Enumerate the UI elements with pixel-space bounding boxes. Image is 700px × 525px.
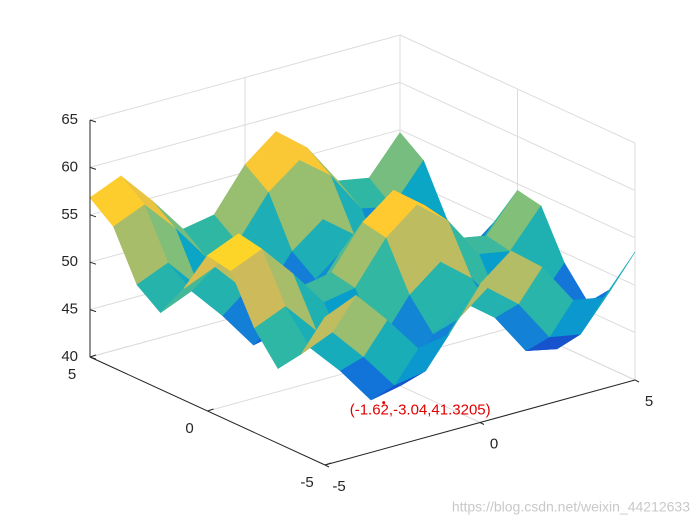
annotation-label: (-1.62,-3.04,41.3205) [350,402,491,419]
surface-patch [301,295,357,354]
z-tick [89,119,97,123]
x-tick [634,379,640,383]
x-tick-label: 5 [645,393,653,410]
z-tick-label: 50 [61,253,78,270]
axes: 40 45 50 55 60 65 -5 0 5 -5 0 5 (-1.62,-3.04,41.3205… [61,111,653,495]
x-tick [479,422,485,425]
z-tick [89,356,97,360]
x-tick-label: -5 [332,478,345,495]
z-tick [89,309,97,313]
z-tick [89,214,97,218]
z-tick-label: 60 [61,158,78,175]
surface [89,131,636,401]
watermark: https://blog.csdn.net/weixin_44212633 [452,499,690,515]
z-tick-label: 55 [61,206,78,223]
x-tick-label: 0 [490,435,498,452]
y-tick-label: -5 [300,474,313,491]
z-tick-label: 40 [61,348,78,365]
z-tick [89,261,97,265]
z-tick-label: 45 [61,301,78,318]
z-tick [89,166,97,170]
annotation-point [382,401,386,405]
y-tick-label: 5 [68,366,76,383]
y-tick [324,462,332,466]
y-tick-label: 0 [185,420,193,437]
z-tick-label: 65 [61,111,78,128]
y-tick [207,408,214,412]
y-tick [89,354,97,358]
x-tick [324,464,330,468]
